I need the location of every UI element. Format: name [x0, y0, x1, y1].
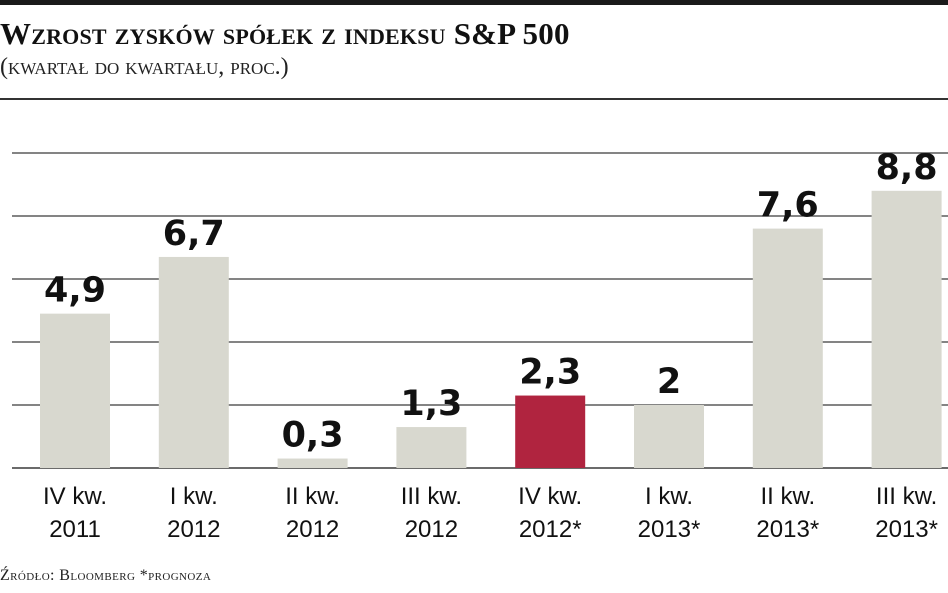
category-label: II kw.	[760, 483, 815, 510]
category-label: 2013*	[756, 516, 819, 543]
category-label: III kw.	[876, 483, 937, 510]
category-label: 2013*	[875, 516, 938, 543]
category-label: I kw.	[170, 483, 218, 510]
category-label: IV kw.	[43, 483, 107, 510]
bar	[515, 395, 586, 468]
value-label: 0,3	[282, 416, 344, 456]
bar	[277, 458, 348, 468]
value-label: 4,9	[44, 271, 106, 311]
value-label: 1,3	[400, 384, 462, 424]
chart-source: Źródło: Bloomberg *prognoza	[0, 567, 212, 584]
bars	[40, 190, 942, 469]
value-label: 8,8	[876, 148, 938, 188]
category-label: 2012	[286, 516, 339, 543]
top-rule	[0, 0, 948, 5]
category-label: 2011	[49, 516, 101, 543]
category-label: I kw.	[645, 483, 693, 510]
category-label: 2013*	[638, 516, 701, 543]
bar	[40, 313, 110, 468]
chart-subtitle: (kwartał do kwartału, proc.)	[0, 54, 289, 80]
category-label: 2012*	[519, 516, 582, 543]
title-underline	[0, 98, 948, 100]
bar-chart: 4,9 6,7 0,3 1,3 2,3 2 7,6 8,8 IV kw. 2011 I kw. 20…	[12, 148, 948, 543]
value-label: 7,6	[757, 186, 819, 226]
value-label: 2	[657, 362, 681, 402]
bar	[634, 405, 704, 468]
category-label: IV kw.	[518, 483, 582, 510]
category-label: 2012	[167, 516, 220, 543]
value-label: 2,3	[519, 353, 581, 393]
chart-title: Wzrost zysków spółek z indeksu S&P 500	[0, 16, 570, 51]
category-labels: IV kw. 2011 I kw. 2012 II kw. 2012 III kw. 2012…	[43, 483, 938, 543]
category-label: 2012	[405, 516, 458, 543]
category-label: II kw.	[285, 483, 340, 510]
bar	[871, 190, 942, 469]
bar	[396, 427, 467, 468]
category-label: III kw.	[401, 483, 462, 510]
bar	[158, 256, 229, 468]
bar	[752, 228, 823, 468]
value-labels: 4,9 6,7 0,3 1,3 2,3 2 7,6 8,8	[44, 148, 938, 456]
value-label: 6,7	[163, 214, 225, 254]
